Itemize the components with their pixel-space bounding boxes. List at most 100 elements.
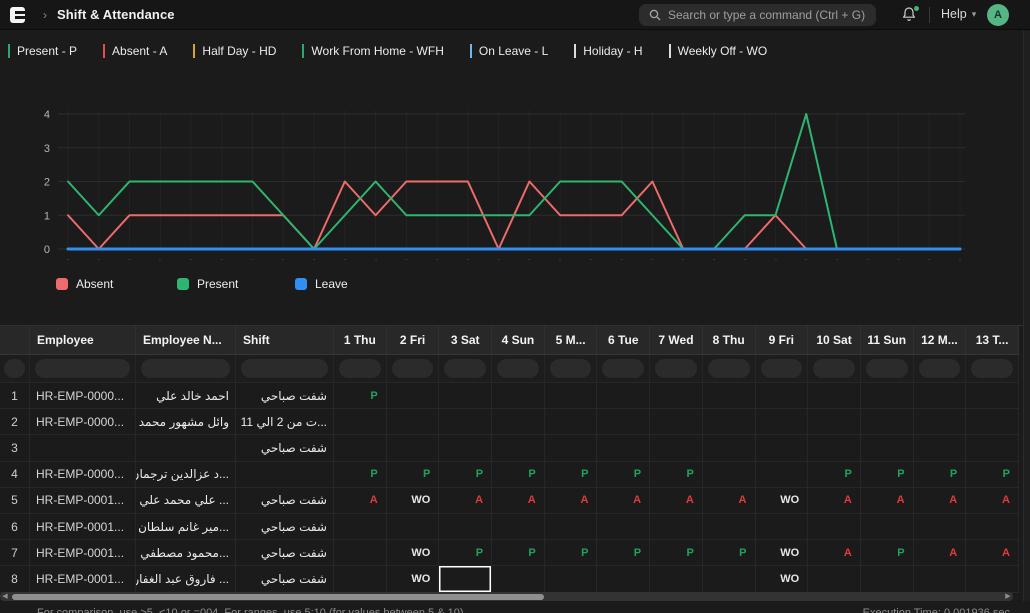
attendance-day-cell[interactable] <box>756 513 809 540</box>
attendance-day-cell[interactable] <box>966 409 1019 435</box>
column-header[interactable]: 9 Fri <box>756 326 809 354</box>
attendance-day-cell[interactable]: P <box>545 540 598 566</box>
column-header[interactable]: Employee N... <box>136 326 236 354</box>
attendance-day-cell[interactable] <box>545 409 598 435</box>
attendance-day-cell[interactable] <box>808 409 861 435</box>
attendance-day-cell[interactable]: P <box>334 461 387 487</box>
attendance-day-cell[interactable] <box>334 435 387 461</box>
shift-cell[interactable]: شفت صباحي <box>236 435 334 461</box>
employee-id-cell[interactable]: HR-EMP-0001... <box>30 513 136 540</box>
attendance-day-cell[interactable]: A <box>492 487 545 513</box>
attendance-day-cell[interactable] <box>703 513 756 540</box>
column-header[interactable]: 12 M... <box>914 326 967 354</box>
attendance-day-cell[interactable]: P <box>492 461 545 487</box>
attendance-day-cell[interactable]: A <box>914 540 967 566</box>
column-header[interactable]: 10 Sat <box>808 326 861 354</box>
notifications-bell-icon[interactable] <box>901 6 919 24</box>
chart-legend-item-absent[interactable]: Absent <box>56 277 113 291</box>
attendance-day-cell[interactable] <box>808 513 861 540</box>
attendance-day-cell[interactable]: A <box>703 487 756 513</box>
attendance-day-cell[interactable]: A <box>861 487 914 513</box>
attendance-day-cell[interactable] <box>334 540 387 566</box>
filter-input[interactable] <box>339 359 381 378</box>
attendance-day-cell[interactable]: P <box>914 461 967 487</box>
horizontal-scrollbar[interactable]: ◀ ▶ <box>0 592 1013 601</box>
filter-input[interactable] <box>707 359 750 378</box>
employee-name-cell[interactable]: ... فاروق عبد الغفار <box>136 566 236 592</box>
attendance-day-cell[interactable]: P <box>861 461 914 487</box>
employee-name-cell[interactable] <box>136 435 236 461</box>
attendance-day-cell[interactable]: P <box>492 540 545 566</box>
attendance-day-cell[interactable] <box>597 566 651 592</box>
attendance-day-cell[interactable] <box>966 435 1019 461</box>
filter-input[interactable] <box>391 359 434 378</box>
employee-name-cell[interactable]: ...مير غانم سلطان <box>136 513 236 540</box>
attendance-day-cell[interactable]: WO <box>756 540 809 566</box>
attendance-day-cell[interactable] <box>966 513 1019 540</box>
scroll-right-arrow-icon[interactable]: ▶ <box>1005 593 1011 600</box>
attendance-day-cell[interactable] <box>703 383 756 409</box>
attendance-day-cell[interactable] <box>650 409 703 435</box>
attendance-day-cell[interactable] <box>597 383 651 409</box>
attendance-day-cell[interactable]: A <box>808 487 861 513</box>
attendance-day-cell[interactable] <box>756 409 809 435</box>
page-title[interactable]: Shift & Attendance <box>57 7 175 22</box>
attendance-day-cell[interactable] <box>387 513 440 540</box>
attendance-day-cell[interactable] <box>545 513 598 540</box>
shift-cell[interactable]: شفت صباحي <box>236 566 334 592</box>
column-header[interactable]: Employee <box>30 326 136 354</box>
attendance-day-cell[interactable] <box>861 513 914 540</box>
chart-legend-item-present[interactable]: Present <box>177 277 238 291</box>
attendance-day-cell[interactable] <box>492 513 545 540</box>
attendance-day-cell[interactable] <box>808 383 861 409</box>
filter-input[interactable] <box>602 359 645 378</box>
attendance-day-cell[interactable] <box>650 566 703 592</box>
attendance-day-cell[interactable] <box>597 513 651 540</box>
attendance-day-cell[interactable] <box>914 566 967 592</box>
filter-input[interactable] <box>4 359 25 378</box>
filter-input[interactable] <box>655 359 697 378</box>
employee-id-cell[interactable] <box>30 435 136 461</box>
employee-id-cell[interactable]: HR-EMP-0001... <box>30 566 136 592</box>
column-header[interactable]: 5 M... <box>545 326 598 354</box>
employee-name-cell[interactable]: ...محمود مصطفي <box>136 540 236 566</box>
employee-id-cell[interactable]: HR-EMP-0001... <box>30 487 136 513</box>
attendance-day-cell[interactable] <box>650 513 703 540</box>
attendance-day-cell[interactable] <box>387 435 440 461</box>
attendance-day-cell[interactable] <box>703 461 756 487</box>
attendance-day-cell[interactable] <box>650 383 703 409</box>
attendance-day-cell[interactable]: P <box>650 461 703 487</box>
employee-id-cell[interactable]: HR-EMP-0000... <box>30 461 136 487</box>
column-header[interactable]: 8 Thu <box>703 326 756 354</box>
column-header[interactable]: 6 Tue <box>597 326 651 354</box>
attendance-day-cell[interactable] <box>914 383 967 409</box>
attendance-day-cell[interactable] <box>861 383 914 409</box>
column-header[interactable]: 2 Fri <box>387 326 440 354</box>
attendance-day-cell[interactable] <box>650 435 703 461</box>
attendance-day-cell[interactable] <box>914 513 967 540</box>
attendance-day-cell[interactable] <box>387 383 440 409</box>
attendance-day-cell[interactable]: WO <box>387 566 440 592</box>
attendance-day-cell[interactable]: P <box>597 540 651 566</box>
attendance-day-cell[interactable] <box>439 435 493 461</box>
attendance-day-cell[interactable]: A <box>966 487 1019 513</box>
attendance-day-cell[interactable]: A <box>439 487 493 513</box>
attendance-day-cell[interactable] <box>703 566 756 592</box>
column-header[interactable]: 4 Sun <box>492 326 545 354</box>
attendance-day-cell[interactable] <box>861 566 914 592</box>
employee-name-cell[interactable]: وائل مشهور محمد <box>136 409 236 435</box>
attendance-day-cell[interactable] <box>334 513 387 540</box>
attendance-day-cell[interactable]: WO <box>756 566 809 592</box>
attendance-day-cell[interactable] <box>492 383 545 409</box>
horizontal-scrollbar-thumb[interactable] <box>12 593 544 600</box>
attendance-day-cell[interactable]: P <box>650 540 703 566</box>
column-header[interactable]: Shift <box>236 326 334 354</box>
attendance-day-cell[interactable] <box>334 566 387 592</box>
attendance-day-cell[interactable]: A <box>545 487 598 513</box>
filter-input[interactable] <box>141 359 230 378</box>
attendance-day-cell[interactable]: P <box>808 461 861 487</box>
avatar[interactable]: A <box>987 4 1009 26</box>
attendance-day-cell[interactable] <box>703 435 756 461</box>
attendance-day-cell[interactable] <box>861 409 914 435</box>
attendance-day-cell[interactable]: A <box>597 487 651 513</box>
